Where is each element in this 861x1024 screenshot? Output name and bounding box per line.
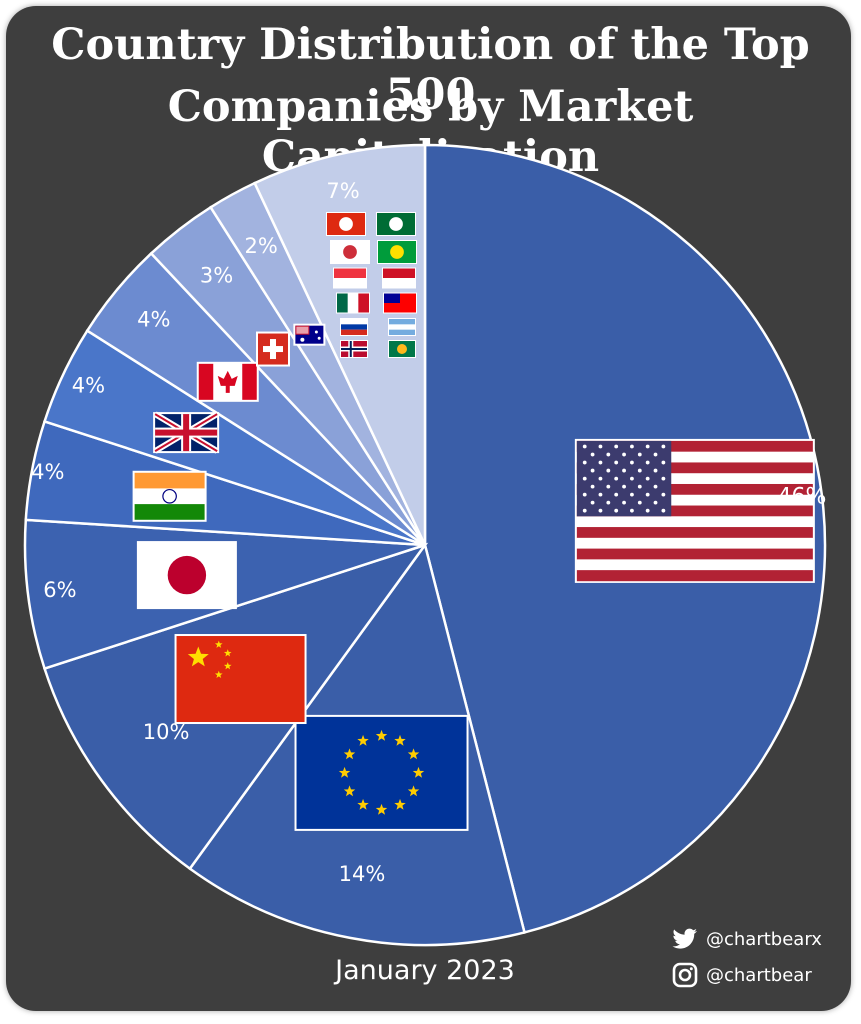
canada-flag-icon [196,361,259,402]
south-korea-flag-icon [330,240,370,264]
slice-label-10: 7% [326,179,359,203]
taiwan-flag-icon [383,292,417,314]
slice-label-7: 4% [137,308,170,332]
chart-title-line-1: Country Distribution of the Top 500 [51,20,810,120]
slice-label-6: 4% [72,374,105,398]
brazil-flag-icon [377,240,417,264]
singapore-flag-icon [333,267,367,289]
united-states-flag-icon [574,438,815,583]
japan-flag-icon [136,541,237,610]
south-africa-flag-icon [388,340,416,358]
twitter-handle-row[interactable]: @chartbearx [672,928,822,950]
european-union-flag-icon [294,714,469,831]
china-flag-icon [174,634,307,725]
russia-flag-icon [340,318,368,336]
twitter-bird-icon [672,928,697,949]
slice-label-5: 4% [31,460,64,484]
slice-label-8: 3% [200,263,233,287]
chart-date: January 2023 [335,955,515,986]
australia-flag-icon [293,323,326,346]
slice-label-9: 2% [245,234,278,258]
instagram-handle: @chartbear [706,964,812,986]
saudi-arabia-flag-icon [376,212,416,236]
hong-kong-flag-icon [326,212,366,236]
slice-label-3: 10% [143,720,190,744]
switzerland-flag-icon [255,331,290,367]
mexico-flag-icon [336,292,370,314]
slice-label-4: 6% [43,578,76,602]
indonesia-flag-icon [382,267,416,289]
others-flags-icon [326,212,417,358]
norway-flag-icon [340,340,368,358]
instagram-icon [672,962,698,988]
united-kingdom-flag-icon [153,411,220,454]
slice-label-1: 46% [778,484,827,509]
argentina-flag-icon [388,318,416,336]
slice-label-2: 14% [339,862,386,886]
instagram-handle-row[interactable]: @chartbear [672,962,812,988]
india-flag-icon [132,470,207,522]
twitter-handle: @chartbearx [706,928,822,950]
